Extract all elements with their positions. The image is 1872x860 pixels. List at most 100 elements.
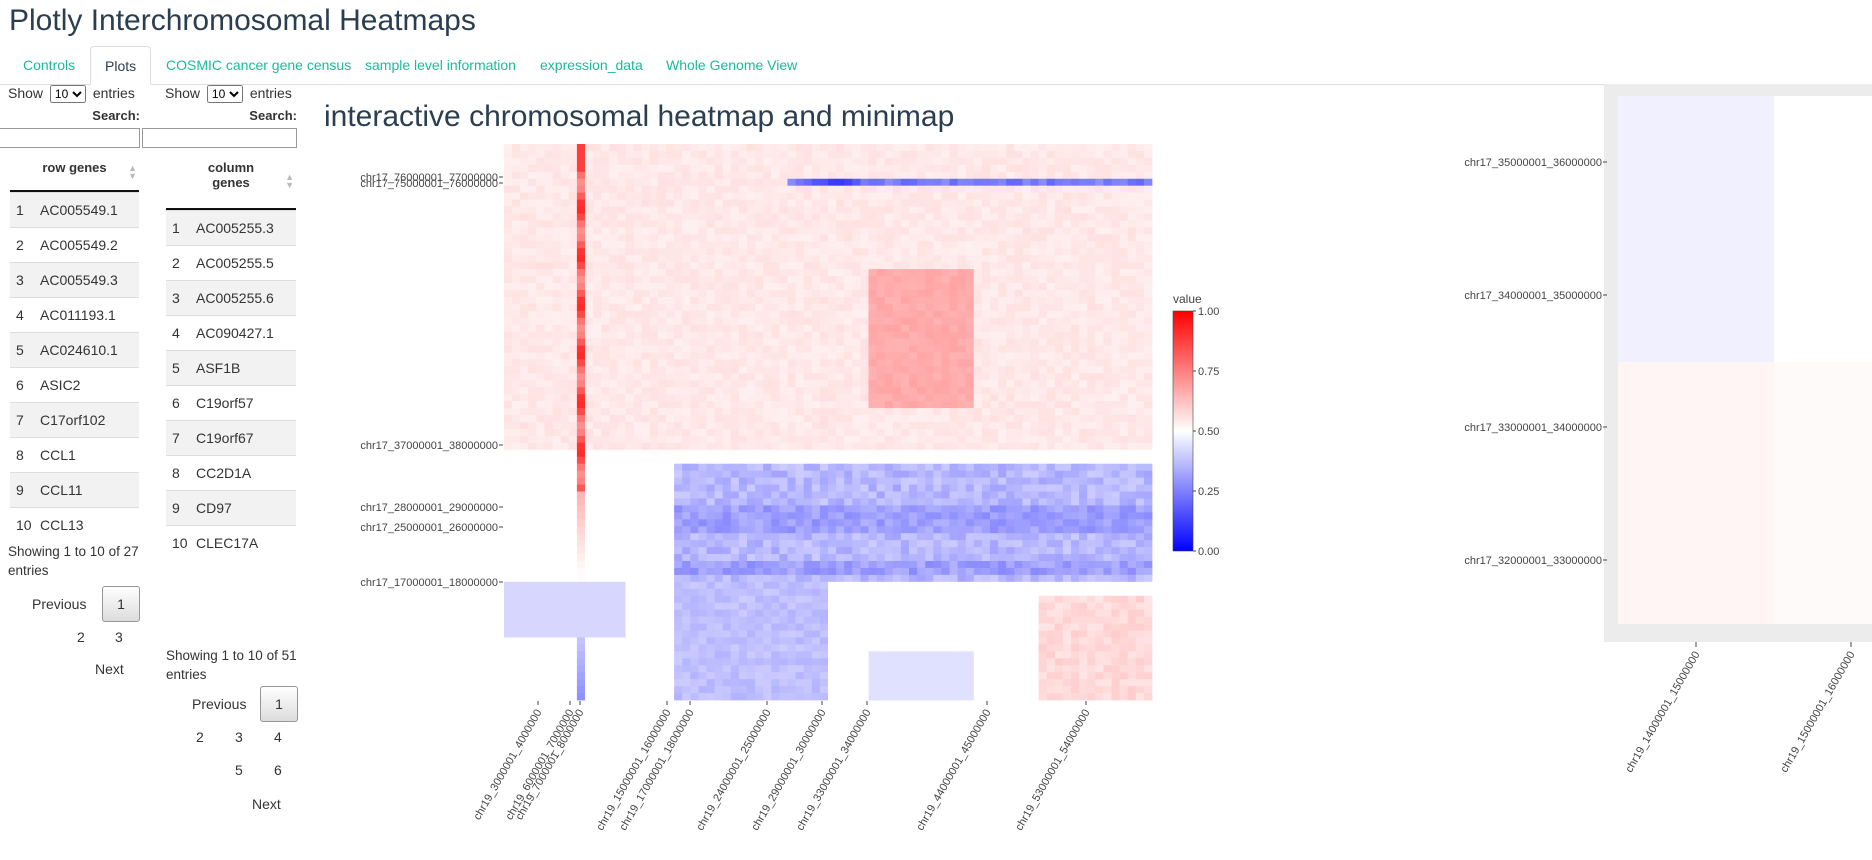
heatmap-cell	[933, 366, 942, 374]
heatmap-cell	[706, 463, 715, 472]
heatmap-cell	[722, 262, 732, 270]
heatmap-cell	[649, 380, 659, 388]
heatmap-cell	[990, 463, 999, 472]
table-row[interactable]: 1 AC005255.3	[166, 210, 296, 246]
row-next-button[interactable]: Next	[95, 661, 124, 677]
heatmap-cell	[844, 547, 853, 555]
row-previous-button[interactable]: Previous	[32, 596, 87, 612]
heatmap-cell	[755, 310, 764, 319]
heatmap-cell	[771, 512, 780, 520]
heatmap-cell	[819, 526, 829, 534]
heatmap-cell	[585, 178, 594, 187]
heatmap-cell	[1103, 192, 1112, 200]
heatmap-cell	[803, 276, 813, 284]
col-page-2-button[interactable]: 2	[196, 729, 204, 745]
table-row[interactable]: 9 CD97	[166, 490, 296, 526]
table-row[interactable]: 6 C19orf57	[166, 385, 296, 421]
col-page-5-button[interactable]: 5	[235, 762, 243, 778]
row-length-select[interactable]: 10	[49, 85, 86, 103]
heatmap-cell	[803, 241, 813, 249]
heatmap-cell	[682, 303, 691, 312]
heatmap-cell	[722, 366, 732, 374]
col-page-6-button[interactable]: 6	[274, 762, 282, 778]
table-row[interactable]: 7 C19orf67	[166, 420, 296, 456]
table-row[interactable]: 4 AC090427.1	[166, 315, 296, 351]
heatmap-cell	[819, 227, 829, 235]
tab-cosmic[interactable]: COSMIC cancer gene census	[166, 57, 352, 73]
heatmap-cell	[917, 241, 926, 249]
table-row[interactable]: 9 CCL11	[10, 472, 139, 508]
heatmap-cell	[803, 164, 813, 173]
heatmap-cell	[747, 435, 756, 444]
heatmap-cell	[560, 561, 570, 569]
table-row[interactable]: 4 AC011193.1	[10, 297, 139, 333]
heatmap-cell	[649, 394, 659, 402]
heatmap-cell	[755, 144, 764, 152]
col-search-input[interactable]	[142, 128, 297, 148]
heatmap-cell	[868, 561, 877, 569]
heatmap-cell	[576, 561, 586, 569]
heatmap-cell	[1014, 359, 1023, 367]
heatmap-cell	[682, 491, 691, 499]
tab-whole-genome[interactable]: Whole Genome View	[666, 57, 798, 73]
table-row[interactable]: 3 AC005549.3	[10, 262, 139, 298]
table-row[interactable]: 5 AC024610.1	[10, 332, 139, 368]
heatmap-cell	[1119, 338, 1129, 346]
heatmap-cell	[1079, 463, 1088, 472]
table-row[interactable]: 8 CC2D1A	[166, 455, 296, 491]
heatmap-cell	[795, 477, 805, 485]
heatmap-cell	[763, 442, 772, 451]
heatmap-cell	[1071, 456, 1080, 465]
heatmap-cell	[965, 227, 975, 235]
heatmap-cell	[981, 317, 991, 326]
row-page-2-button[interactable]: 2	[77, 629, 85, 645]
table-row[interactable]: 5 ASF1B	[166, 350, 296, 386]
heatmap-cell	[706, 234, 715, 242]
heatmap-cell	[601, 227, 610, 235]
table-row[interactable]: 2 AC005549.2	[10, 227, 139, 263]
tab-controls[interactable]: Controls	[23, 57, 76, 73]
heatmap-cell	[1006, 547, 1015, 555]
table-row[interactable]: 10 CCL13	[10, 507, 139, 542]
row-search-input[interactable]	[0, 128, 140, 148]
table-row[interactable]: 3 AC005255.6	[166, 280, 296, 316]
row-genes-header-label: row genes	[42, 160, 107, 175]
col-length-select[interactable]: 10	[206, 85, 243, 103]
col-next-button[interactable]: Next	[252, 796, 281, 812]
table-row[interactable]: 8 CCL1	[10, 437, 139, 473]
heatmap-cell	[512, 498, 521, 506]
table-row[interactable]: 1 AC005549.1	[10, 192, 139, 228]
heatmap-cell	[568, 561, 578, 569]
heatmap-cell	[714, 359, 724, 367]
table-row[interactable]: 6 ASIC2	[10, 367, 139, 403]
tab-expression-data[interactable]: expression_data	[540, 57, 643, 73]
heatmap-cell	[900, 150, 910, 159]
tab-sample-info[interactable]: sample level information	[365, 57, 516, 73]
table-row[interactable]: 7 C17orf102	[10, 402, 139, 438]
row-page-3-button[interactable]: 3	[115, 629, 123, 645]
heatmap-cell	[682, 519, 691, 527]
heatmap-cell	[1030, 144, 1039, 152]
row-page-1-button[interactable]: 1	[102, 586, 140, 622]
table-row[interactable]: 10 CLEC17A	[166, 525, 296, 560]
col-page-1-button[interactable]: 1	[260, 686, 298, 722]
row-genes-header[interactable]: row genes ▲ ▼	[10, 154, 139, 192]
heatmap-cell	[965, 150, 975, 159]
heatmap-cell	[1103, 178, 1112, 187]
heatmap-cell	[1135, 512, 1145, 520]
heatmap-cell	[730, 241, 740, 249]
tab-plots[interactable]: Plots	[90, 46, 152, 85]
heatmap-cell	[730, 352, 740, 360]
table-row[interactable]: 2 AC005255.5	[166, 245, 296, 281]
heatmap-cell	[504, 428, 513, 437]
col-page-4-button[interactable]: 4	[274, 729, 282, 745]
heatmap-cell	[1062, 435, 1072, 444]
heatmap-cell	[536, 470, 545, 478]
col-previous-button[interactable]: Previous	[192, 696, 247, 712]
col-page-3-button[interactable]: 3	[235, 729, 243, 745]
heatmap-cell	[1087, 289, 1096, 298]
heatmap-cell	[568, 185, 578, 194]
column-genes-header[interactable]: column genes ▲ ▼	[166, 154, 296, 210]
heatmap-cell	[868, 234, 877, 242]
heatmap-cell	[1038, 373, 1048, 381]
